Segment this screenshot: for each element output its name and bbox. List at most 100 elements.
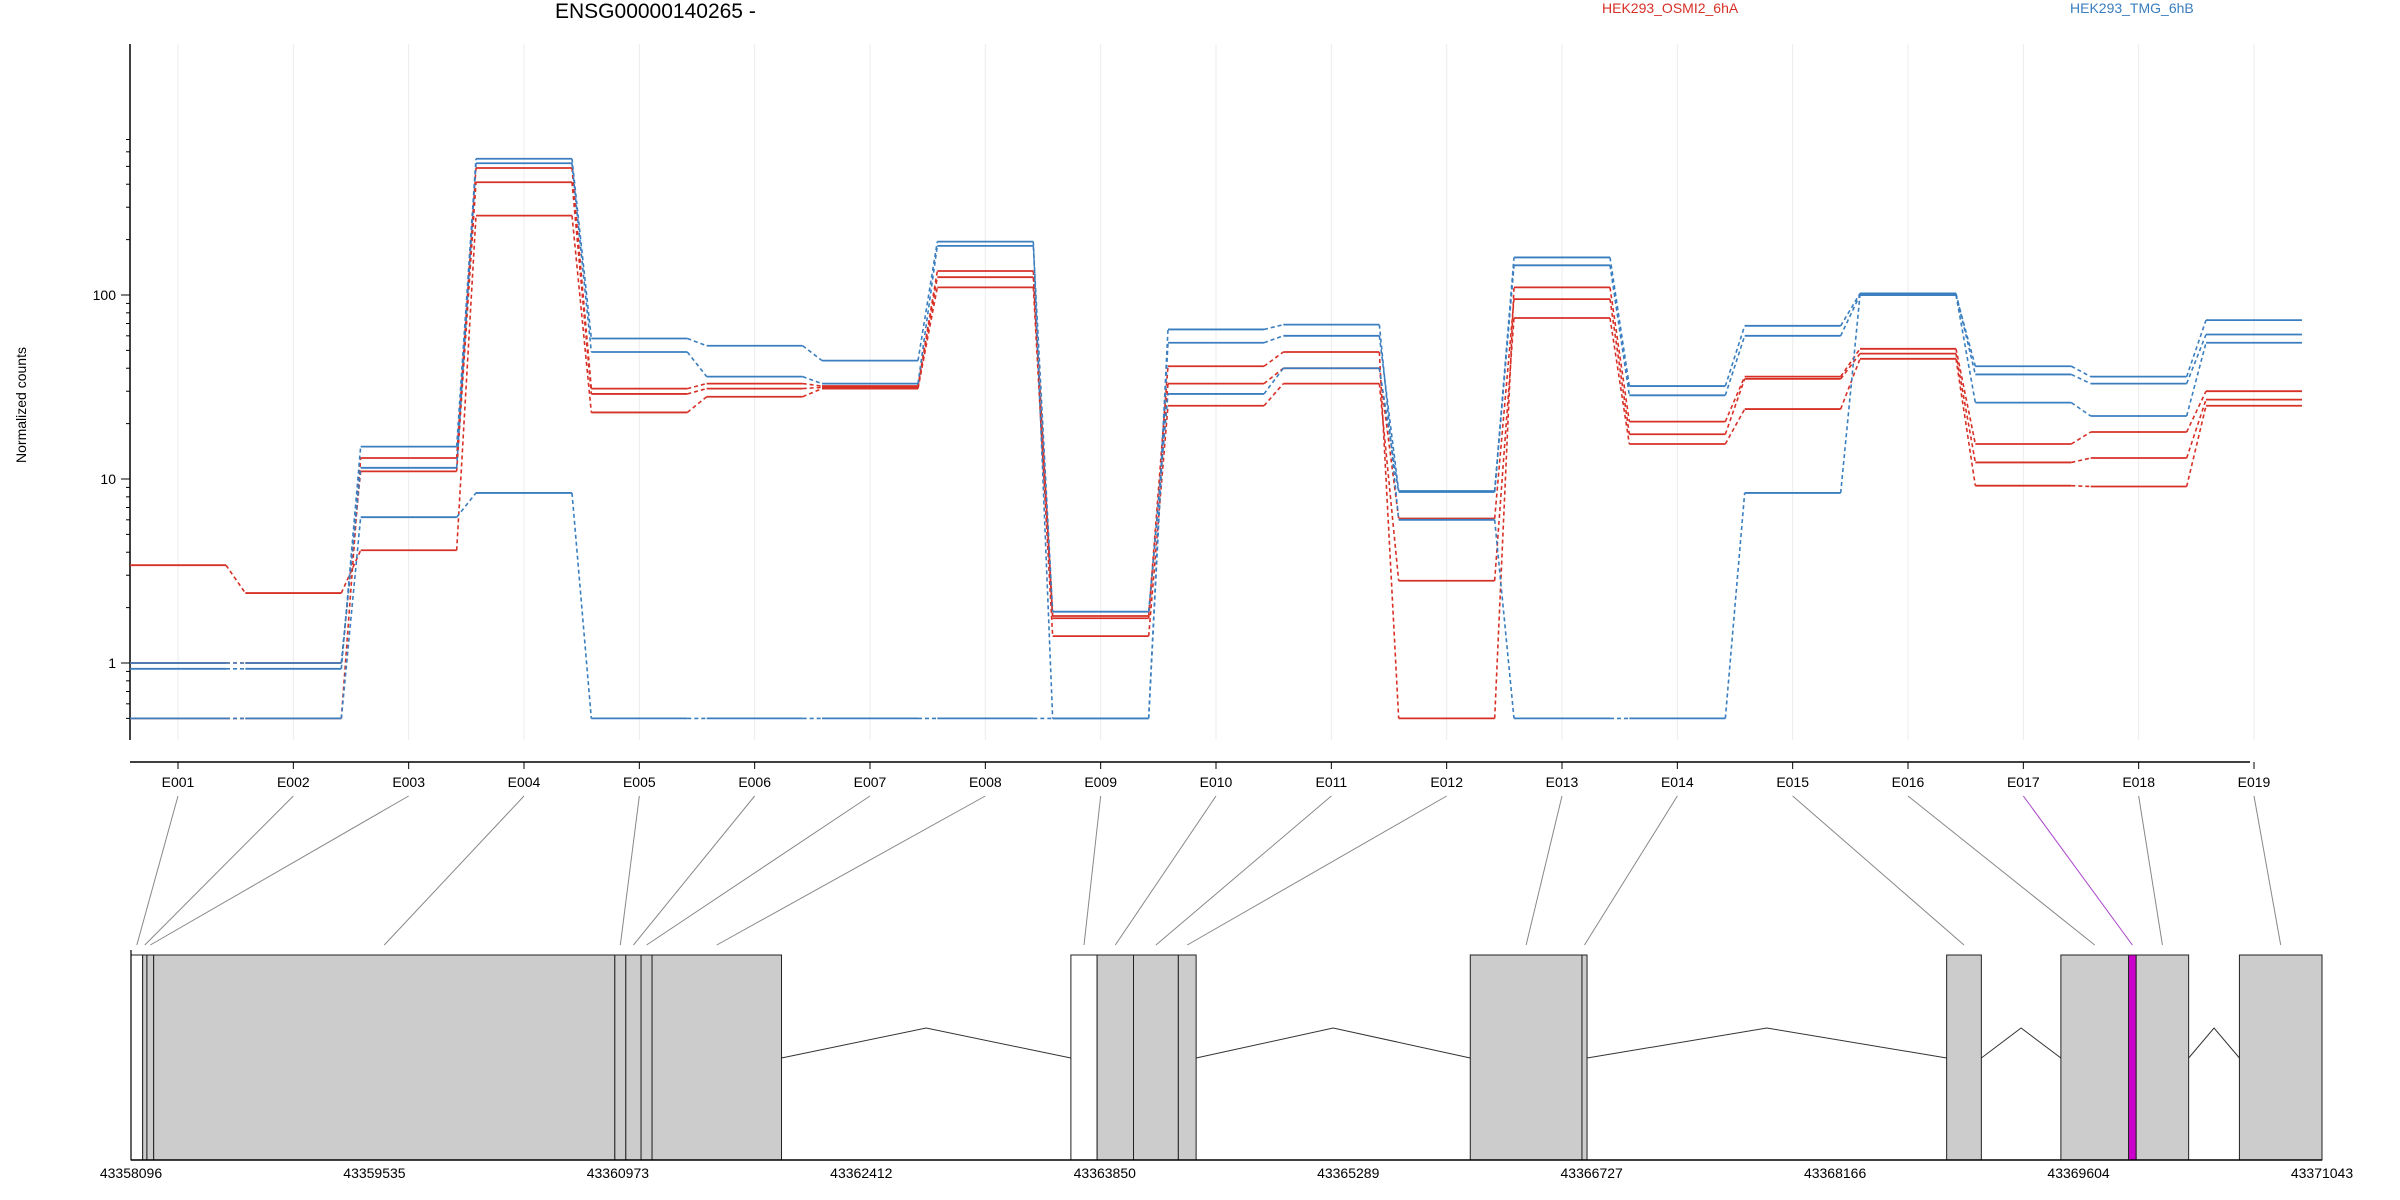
axes: 1 10 100 E001 E002 E003 E004 E005 E006 E007 E008 E0… [93,44,2271,790]
exon-connector-segment [340,457,362,719]
exon-connector-segment [455,215,477,551]
exon-connector-segment [1493,519,1515,719]
x-tick-label: E005 [623,774,656,790]
exon-connector-segment [687,382,707,390]
exon-block [1177,954,1197,1161]
exon-link-line [619,795,640,946]
x-tick-label: E010 [1200,774,1233,790]
x-tick-label: E019 [2238,774,2271,790]
exon-connector-segment [1147,393,1169,612]
exon-link-line [1083,795,1102,946]
exon-connector-segment [1263,367,1284,395]
genomic-coordinate-label: 43362412 [830,1165,893,1181]
exon-link-line [2022,795,2133,946]
x-tick-label: E016 [1892,774,1925,790]
exon-connector-segment [917,277,939,388]
exon-connector-segment [802,387,823,398]
exon-connector-segment [1378,335,1400,492]
exon-connector-segment [1263,383,1284,407]
exon-block [614,954,627,1161]
exon-link-line [633,795,756,946]
y-axis-label: Normalized counts [13,347,29,463]
x-tick-label: E003 [392,774,425,790]
exon-connector-segment [1724,492,1746,719]
x-tick-label: E011 [1315,774,1347,790]
exon-connector-segment [2070,431,2092,445]
exon-connector-segment [1493,287,1515,719]
exon-connector-segment [2185,390,2207,433]
exon-connector-segment [1840,353,1861,380]
exon-connector-segment [340,446,362,669]
exon-link-line [1792,795,1965,946]
genomic-coordinate-label: 43371043 [2291,1165,2354,1181]
exon-connector-segment [802,375,823,385]
gene-model: 43358096 43359535 43360973 43362412 43363850… [100,950,2354,1181]
intron-line [781,1027,1071,1059]
exon-connector-segment [455,158,477,447]
exon-connector-segment [1493,317,1515,581]
exon-block [130,954,144,1161]
exon-connector-segment [1609,257,1631,387]
exon-block [1469,954,1583,1161]
exon-connector-segment [1263,351,1284,367]
exon-block [142,954,148,1161]
genomic-coordinate-label: 43359535 [343,1165,406,1181]
genomic-coordinate-label: 43365289 [1317,1165,1380,1181]
exon-connector-segment [1378,351,1400,719]
x-tick-label: E014 [1661,774,1694,790]
exon-connector-segment [1839,293,1861,327]
exon-block [651,954,783,1161]
exon-link-line [646,795,871,946]
exon-connector-segment [571,215,593,413]
exon-block [1070,954,1098,1161]
exon-connector-segment [1724,378,1746,435]
exon-connector-segment [1955,353,1977,463]
exon-connector-segment [571,492,593,719]
legend-entry-osmi2: HEK293_OSMI2_6hA [1602,0,1739,16]
exon-connector-segment [917,241,939,361]
exon-connector-segment [1840,348,1861,378]
exon-connector-segment [1609,287,1631,422]
exon-connector-segment [687,337,707,347]
y-tick-label: 1 [108,655,116,671]
exon-connector-segment [1839,294,1861,337]
exon-connector-segment [1609,298,1631,435]
chart-title: ENSG00000140265 - [555,0,756,23]
exon-connector-segment [340,517,362,719]
exon-connector-segment [802,386,823,390]
series-line [130,157,2302,720]
y-tick-label: 10 [100,471,116,487]
exon-connector-segment [1609,317,1631,445]
x-tick-label: E018 [2122,774,2155,790]
exon-block [2135,954,2190,1161]
exon-connector-segment [2071,457,2091,464]
exon-connector-segment [1955,348,1977,445]
exon-link-line [144,795,294,946]
x-tick-label: E001 [162,774,195,790]
exon-connector-segment [1378,383,1400,581]
exon-connector-segment [571,158,593,339]
exon-block [1133,954,1179,1161]
exon-connector-segment [1724,376,1746,422]
exon-connector-segment [802,345,823,362]
exon-link-line [1186,795,1447,946]
exon-link-line [383,795,525,946]
exon-connector-segment [1263,335,1284,344]
exon-connector-segment [687,387,707,395]
exon-connector-segment [1955,294,1977,367]
exon-connector-segment [1263,323,1284,331]
exon-block [146,954,155,1161]
exon-link-line [1584,795,1678,946]
exon-block [1946,954,1982,1161]
exon-connectors [136,795,2282,946]
exon-connector-segment [1147,329,1169,719]
series-lines [130,157,2302,720]
exon-connector-segment [1032,245,1054,612]
exon-connector-segment [2185,405,2207,487]
exon-connector-segment [917,245,939,384]
exon-connector-segment [2070,373,2092,385]
exon-connector-segment [571,167,593,389]
genomic-coordinate-label: 43366727 [1561,1165,1624,1181]
x-tick-label: E013 [1546,774,1579,790]
exon-connector-segment [2185,334,2207,384]
